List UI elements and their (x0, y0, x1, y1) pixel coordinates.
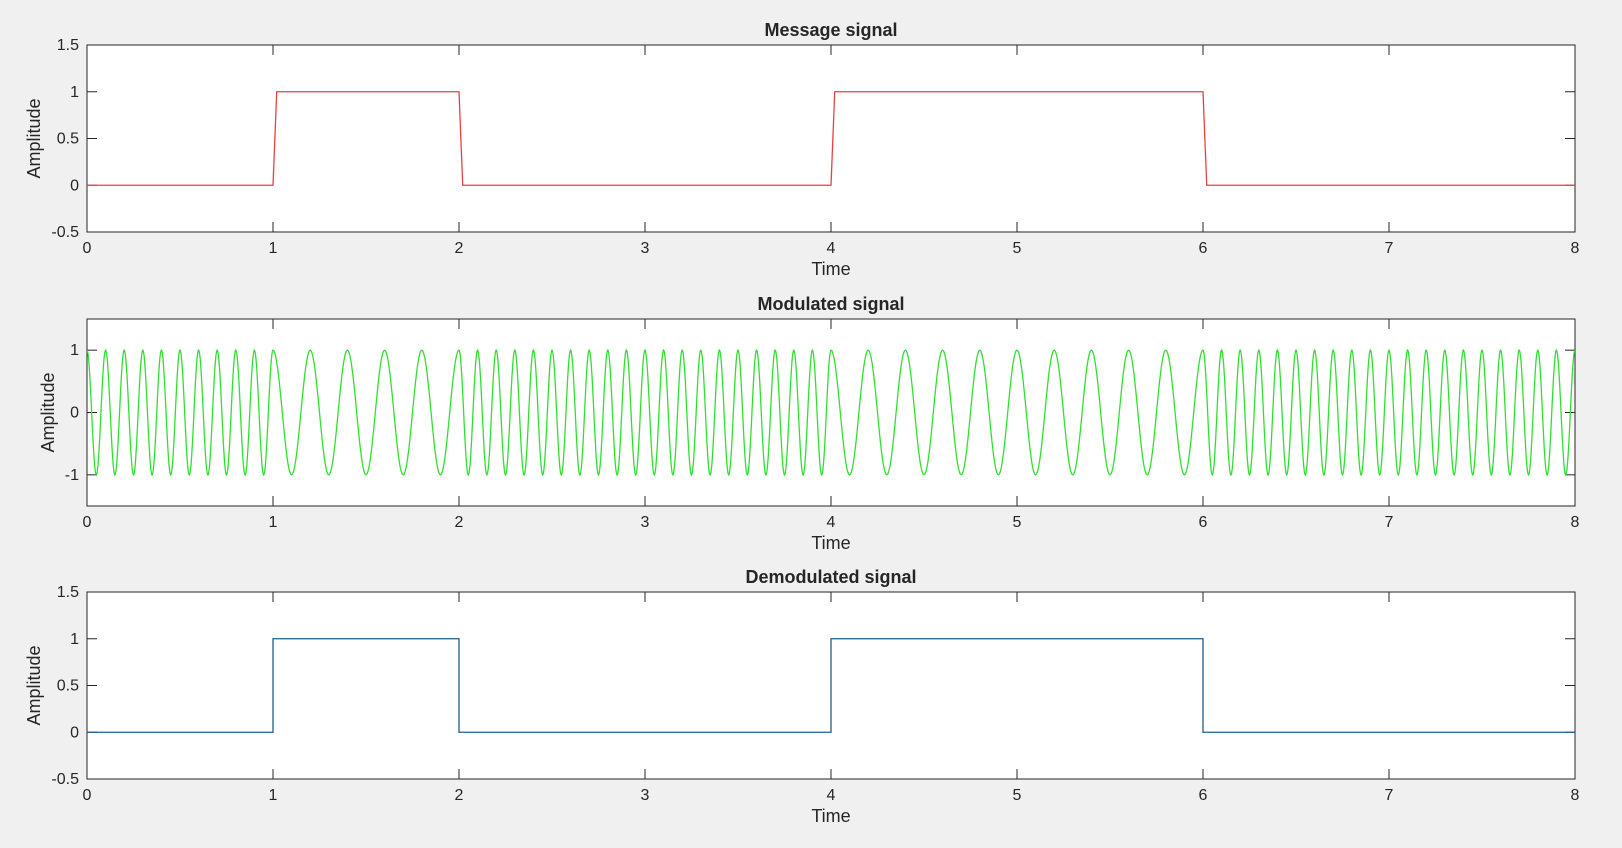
y-axis-label: Amplitude (24, 98, 44, 178)
x-axis-label: Time (811, 259, 850, 279)
x-tick-label: 7 (1385, 514, 1394, 531)
y-tick-label: 0 (70, 724, 79, 741)
x-tick-label: 1 (269, 514, 278, 531)
x-tick-label: 1 (269, 240, 278, 257)
series-line-1 (87, 348, 1575, 477)
x-tick-label: 5 (1013, 787, 1022, 804)
x-tick-label: 2 (455, 514, 464, 531)
x-tick-label: 6 (1199, 787, 1208, 804)
x-tick-label: 6 (1199, 240, 1208, 257)
plot-area (86, 318, 1576, 507)
series-line-1 (87, 638, 1575, 733)
x-tick-label: 8 (1571, 787, 1580, 804)
x-tick-label: 5 (1013, 240, 1022, 257)
x-tick-label: 7 (1385, 240, 1394, 257)
x-axis-label: Time (811, 533, 850, 553)
x-tick-label: 4 (827, 514, 836, 531)
x-tick-label: 3 (641, 240, 650, 257)
y-tick-label: -0.5 (51, 224, 79, 241)
x-tick-label: 5 (1013, 514, 1022, 531)
x-tick-label: 6 (1199, 514, 1208, 531)
y-tick-label: 0 (70, 405, 79, 422)
x-tick-label: 1 (269, 787, 278, 804)
y-tick-label: 1.5 (57, 584, 79, 601)
x-tick-label: 4 (827, 787, 836, 804)
subplot-2: 0 1 2 3 4 5 6 7 8 -1 0 1 Modulated signal Time Amplitu… (38, 294, 1580, 553)
x-tick-label: 0 (83, 514, 92, 531)
y-tick-label: 0.5 (57, 678, 79, 695)
plot-area (86, 44, 1576, 233)
y-tick-label: 1 (70, 631, 79, 648)
y-tick-label: 1 (70, 342, 79, 359)
chart-title: Demodulated signal (745, 567, 916, 587)
chart-title: Modulated signal (757, 294, 904, 314)
y-axis-label: Amplitude (24, 645, 44, 725)
x-tick-label: 8 (1571, 514, 1580, 531)
x-tick-label: 0 (83, 787, 92, 804)
x-tick-label: 7 (1385, 787, 1394, 804)
x-tick-label: 2 (455, 787, 464, 804)
chart-title: Message signal (764, 20, 897, 40)
x-tick-label: 3 (641, 787, 650, 804)
y-tick-label: 0.5 (57, 131, 79, 148)
series-line-1 (87, 91, 1575, 186)
x-tick-label: 3 (641, 514, 650, 531)
x-tick-label: 0 (83, 240, 92, 257)
y-tick-label: 1 (70, 84, 79, 101)
y-tick-label: 1.5 (57, 37, 79, 54)
y-tick-label: 0 (70, 177, 79, 194)
x-tick-label: 4 (827, 240, 836, 257)
y-axis-label: Amplitude (38, 372, 58, 452)
x-tick-label: 8 (1571, 240, 1580, 257)
x-tick-label: 2 (455, 240, 464, 257)
y-tick-label: -1 (65, 467, 79, 484)
y-tick-label: -0.5 (51, 771, 79, 788)
x-axis-label: Time (811, 806, 850, 826)
